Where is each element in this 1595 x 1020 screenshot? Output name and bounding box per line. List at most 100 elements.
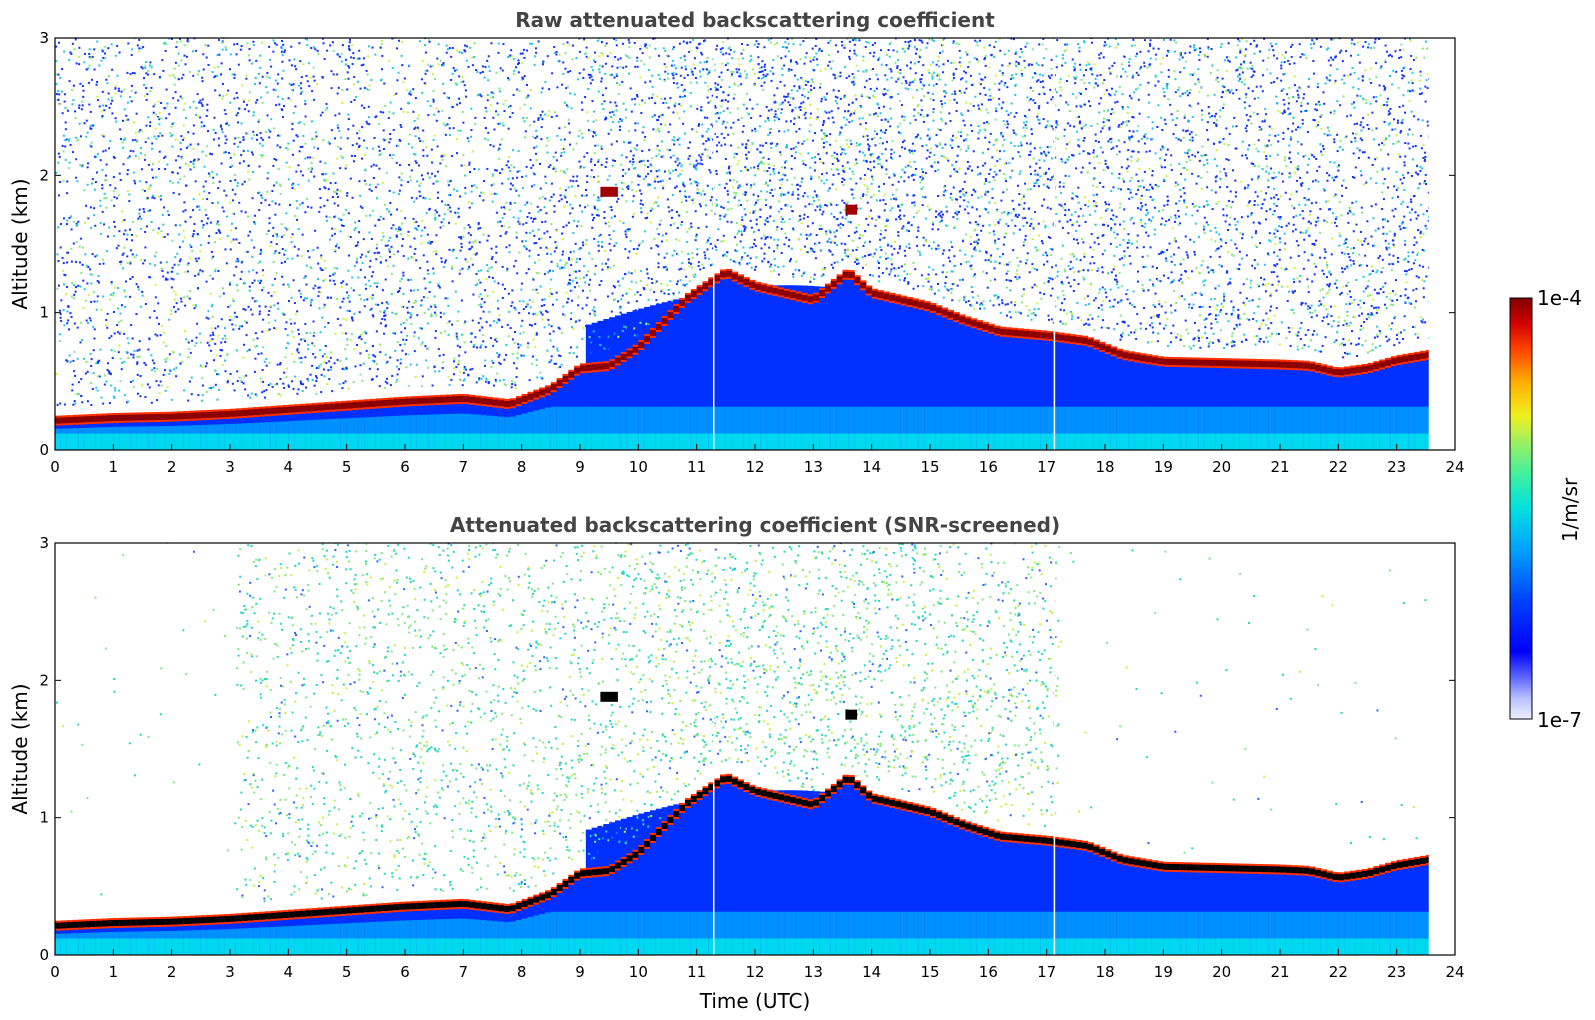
raw-noise-point: [281, 223, 283, 225]
raw-noise-point: [560, 139, 562, 141]
raw-noise-point: [334, 272, 336, 274]
raw-noise-point: [619, 126, 621, 128]
raw-noise-point: [386, 208, 388, 210]
raw-noise-point: [285, 376, 287, 378]
raw-noise-point: [126, 255, 128, 257]
raw-noise-point: [651, 278, 653, 280]
raw-noise-point: [279, 146, 281, 148]
raw-noise-point: [684, 284, 686, 286]
raw-noise-point: [91, 274, 93, 276]
raw-noise-point: [152, 177, 154, 179]
raw-noise-point: [508, 251, 510, 253]
raw-noise-point: [278, 103, 280, 105]
raw-noise-point: [340, 155, 342, 157]
raw-noise-point: [356, 143, 358, 145]
raw-noise-point: [444, 31, 446, 33]
raw-noise-point: [207, 342, 209, 344]
raw-noise-point: [114, 332, 116, 334]
raw-noise-point: [388, 60, 390, 62]
raw-noise-point: [281, 51, 283, 53]
raw-noise-point: [366, 147, 368, 149]
raw-cell-layer-top: [137, 414, 143, 420]
raw-noise-point: [198, 271, 200, 273]
raw-noise-point: [166, 102, 168, 104]
raw-noise-point: [434, 295, 436, 297]
raw-noise-point: [433, 366, 435, 368]
raw-noise-point: [229, 316, 231, 318]
raw-noise-point: [56, 83, 58, 85]
raw-noise-point: [339, 360, 341, 362]
raw-noise-point: [372, 148, 374, 150]
raw-noise-point: [561, 233, 563, 235]
raw-noise-point: [300, 87, 302, 89]
raw-cell-bl-lower: [329, 434, 335, 450]
raw-noise-point: [234, 174, 236, 176]
raw-noise-point: [456, 104, 458, 106]
raw-noise-point: [184, 55, 186, 57]
raw-noise-point: [111, 97, 113, 99]
raw-noise-point: [562, 254, 564, 256]
raw-noise-point: [456, 69, 458, 71]
raw-noise-point: [478, 270, 480, 272]
raw-noise-point: [244, 388, 246, 390]
raw-noise-point: [293, 140, 295, 142]
raw-noise-point: [236, 316, 238, 318]
raw-noise-point: [497, 308, 499, 310]
raw-noise-point: [460, 243, 462, 245]
raw-noise-point: [558, 127, 560, 129]
raw-noise-point: [376, 247, 378, 249]
raw-noise-point: [608, 133, 610, 135]
raw-noise-point: [64, 28, 66, 30]
raw-noise-point: [687, 253, 689, 255]
raw-noise-point: [321, 269, 323, 271]
raw-noise-point: [307, 156, 309, 158]
raw-noise-point: [484, 289, 486, 291]
raw-noise-point: [90, 301, 92, 303]
raw-noise-point: [155, 113, 157, 115]
raw-noise-point: [521, 62, 523, 64]
raw-noise-point: [192, 50, 194, 52]
raw-noise-point: [206, 145, 208, 147]
raw-noise-point: [182, 210, 184, 212]
raw-noise-point: [294, 361, 296, 363]
raw-noise-point: [577, 221, 579, 223]
raw-noise-point: [495, 261, 497, 263]
raw-cell-layer-top: [644, 336, 650, 342]
raw-noise-point: [273, 291, 275, 293]
raw-noise-point: [529, 379, 531, 381]
raw-noise-point: [167, 386, 169, 388]
raw-noise-point: [317, 30, 319, 32]
raw-noise-point: [302, 63, 304, 65]
raw-noise-point: [553, 46, 555, 48]
raw-noise-point: [350, 287, 352, 289]
raw-noise-point: [556, 263, 558, 265]
raw-noise-point: [579, 205, 581, 207]
raw-noise-point: [356, 148, 358, 150]
raw-noise-point: [496, 373, 498, 375]
raw-noise-point: [56, 73, 58, 75]
raw-noise-point: [75, 286, 77, 288]
raw-noise-point: [216, 54, 218, 56]
raw-noise-point: [528, 255, 530, 257]
raw-noise-point: [532, 289, 534, 291]
raw-noise-point: [260, 251, 262, 253]
raw-noise-point: [105, 105, 107, 107]
raw-noise-point: [196, 323, 198, 325]
raw-noise-point: [610, 74, 612, 76]
raw-noise-point: [673, 82, 675, 84]
raw-noise-point: [132, 276, 134, 278]
raw-noise-point: [393, 253, 395, 255]
raw-noise-point: [679, 96, 681, 98]
raw-noise-point: [147, 137, 149, 139]
raw-noise-point: [320, 391, 322, 393]
raw-noise-point: [697, 227, 699, 229]
raw-noise-point: [408, 301, 410, 303]
raw-noise-point: [229, 166, 231, 168]
raw-noise-point: [581, 102, 583, 104]
raw-noise-point: [266, 233, 268, 235]
raw-noise-point: [572, 232, 574, 234]
raw-noise-point: [157, 302, 159, 304]
raw-noise-point: [519, 300, 521, 302]
raw-noise-point: [225, 142, 227, 144]
raw-noise-point: [540, 91, 542, 93]
